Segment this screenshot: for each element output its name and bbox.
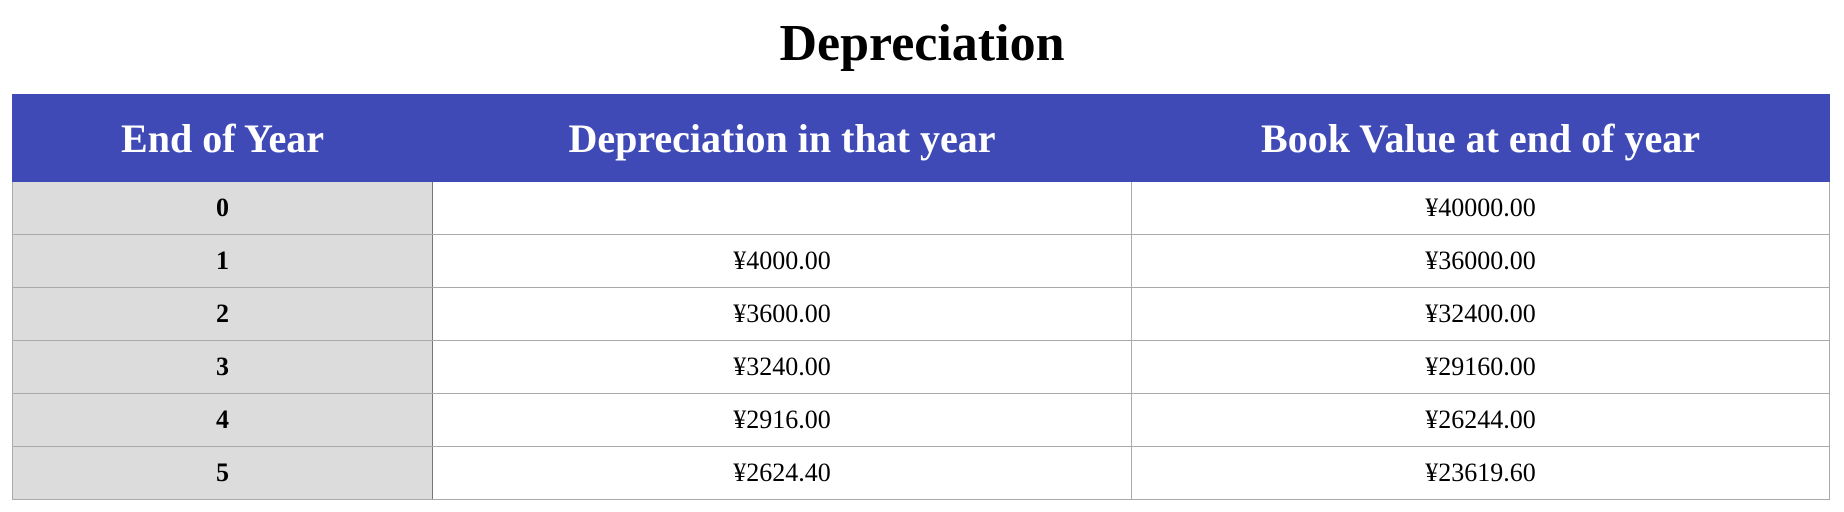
book-value-cell: ¥23619.60: [1131, 446, 1830, 500]
table-row: 3 ¥3240.00 ¥29160.00: [12, 340, 1830, 394]
book-value-cell: ¥40000.00: [1131, 181, 1830, 235]
depreciation-cell: ¥2916.00: [432, 393, 1132, 447]
header-book-value: Book Value at end of year: [1131, 94, 1830, 182]
year-cell: 0: [12, 181, 433, 235]
year-cell: 1: [12, 234, 433, 288]
table-row: 4 ¥2916.00 ¥26244.00: [12, 393, 1830, 447]
table-row: 5 ¥2624.40 ¥23619.60: [12, 446, 1830, 500]
depreciation-cell: ¥3240.00: [432, 340, 1132, 394]
header-depreciation: Depreciation in that year: [432, 94, 1132, 182]
book-value-cell: ¥29160.00: [1131, 340, 1830, 394]
year-cell: 2: [12, 287, 433, 341]
table-row: 0 ¥40000.00: [12, 181, 1830, 235]
table-row: 1 ¥4000.00 ¥36000.00: [12, 234, 1830, 288]
page-title: Depreciation: [779, 15, 1065, 72]
depreciation-cell: ¥3600.00: [432, 287, 1132, 341]
depreciation-cell: [432, 181, 1132, 235]
book-value-cell: ¥32400.00: [1131, 287, 1830, 341]
table-header-row: End of Year Depreciation in that year Bo…: [12, 94, 1830, 182]
table-row: 2 ¥3600.00 ¥32400.00: [12, 287, 1830, 341]
book-value-cell: ¥36000.00: [1131, 234, 1830, 288]
depreciation-cell: ¥2624.40: [432, 446, 1132, 500]
year-cell: 5: [12, 446, 433, 500]
depreciation-table: End of Year Depreciation in that year Bo…: [12, 94, 1830, 500]
book-value-cell: ¥26244.00: [1131, 393, 1830, 447]
year-cell: 3: [12, 340, 433, 394]
depreciation-cell: ¥4000.00: [432, 234, 1132, 288]
year-cell: 4: [12, 393, 433, 447]
header-end-of-year: End of Year: [12, 94, 433, 182]
